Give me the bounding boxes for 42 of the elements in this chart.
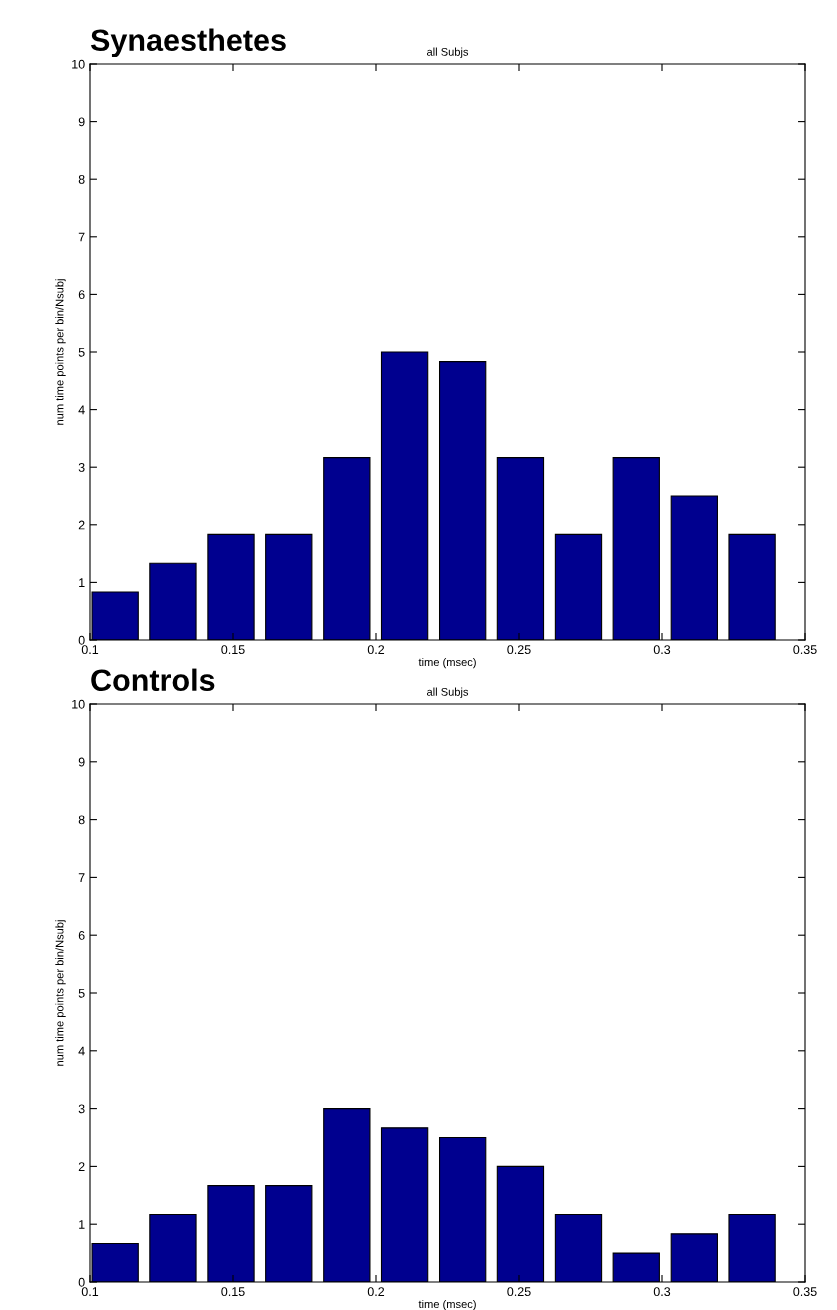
y-tick-label: 2	[78, 1162, 85, 1171]
y-tick-label: 1	[79, 578, 85, 587]
x-axis-title: time (msec)	[418, 657, 476, 669]
y-axis-title: num time points per bin/Nsubj	[55, 920, 66, 1066]
y-tick-label: 0	[78, 1277, 85, 1287]
y-axis-title: num time points per bin/Nsubj	[55, 279, 66, 425]
x-tick-label: 0.2	[367, 645, 385, 655]
x-axis-title: time (msec)	[418, 1299, 476, 1310]
y-tick-label: 8	[78, 815, 85, 825]
y-tick-label: 0	[78, 635, 85, 645]
x-tick-label: 0.35	[793, 1287, 817, 1297]
x-tick-label: 0.15	[221, 645, 245, 655]
y-tick-label: 6	[78, 931, 85, 940]
y-tick-label: 2	[78, 520, 85, 530]
x-tick-label: 0.1	[81, 645, 99, 655]
y-tick-label: 7	[78, 873, 85, 882]
y-tick-label: 10	[72, 699, 85, 709]
y-tick-label: 4	[78, 405, 85, 415]
chart-subtitle: all Subjs	[426, 47, 469, 58]
x-tick-label: 0.2	[367, 1287, 385, 1297]
chart-subtitle: all Subjs	[426, 687, 469, 698]
y-tick-label: 3	[78, 463, 85, 472]
y-tick-label: 5	[78, 347, 85, 357]
y-tick-label: 4	[78, 1046, 85, 1056]
chart-title: Controls	[91, 668, 215, 692]
x-tick-label: 0.3	[653, 1287, 671, 1297]
y-tick-label: 1	[79, 1220, 85, 1229]
y-tick-label: 10	[72, 59, 85, 69]
y-tick-label: 3	[78, 1104, 85, 1114]
y-tick-label: 7	[78, 232, 85, 242]
y-tick-label: 9	[78, 117, 85, 127]
x-tick-label: 0.3	[653, 645, 671, 655]
x-tick-label: 0.15	[221, 1287, 245, 1297]
y-tick-label: 6	[78, 290, 85, 300]
x-tick-label: 0.1	[81, 1287, 99, 1297]
y-tick-label: 5	[78, 988, 85, 998]
x-tick-label: 0.35	[793, 645, 817, 655]
y-tick-label: 9	[78, 757, 85, 767]
x-tick-label: 0.25	[507, 1287, 531, 1297]
x-tick-label: 0.25	[507, 645, 531, 655]
y-tick-label: 8	[78, 175, 85, 184]
chart-title: Synaesthetes	[90, 28, 286, 58]
